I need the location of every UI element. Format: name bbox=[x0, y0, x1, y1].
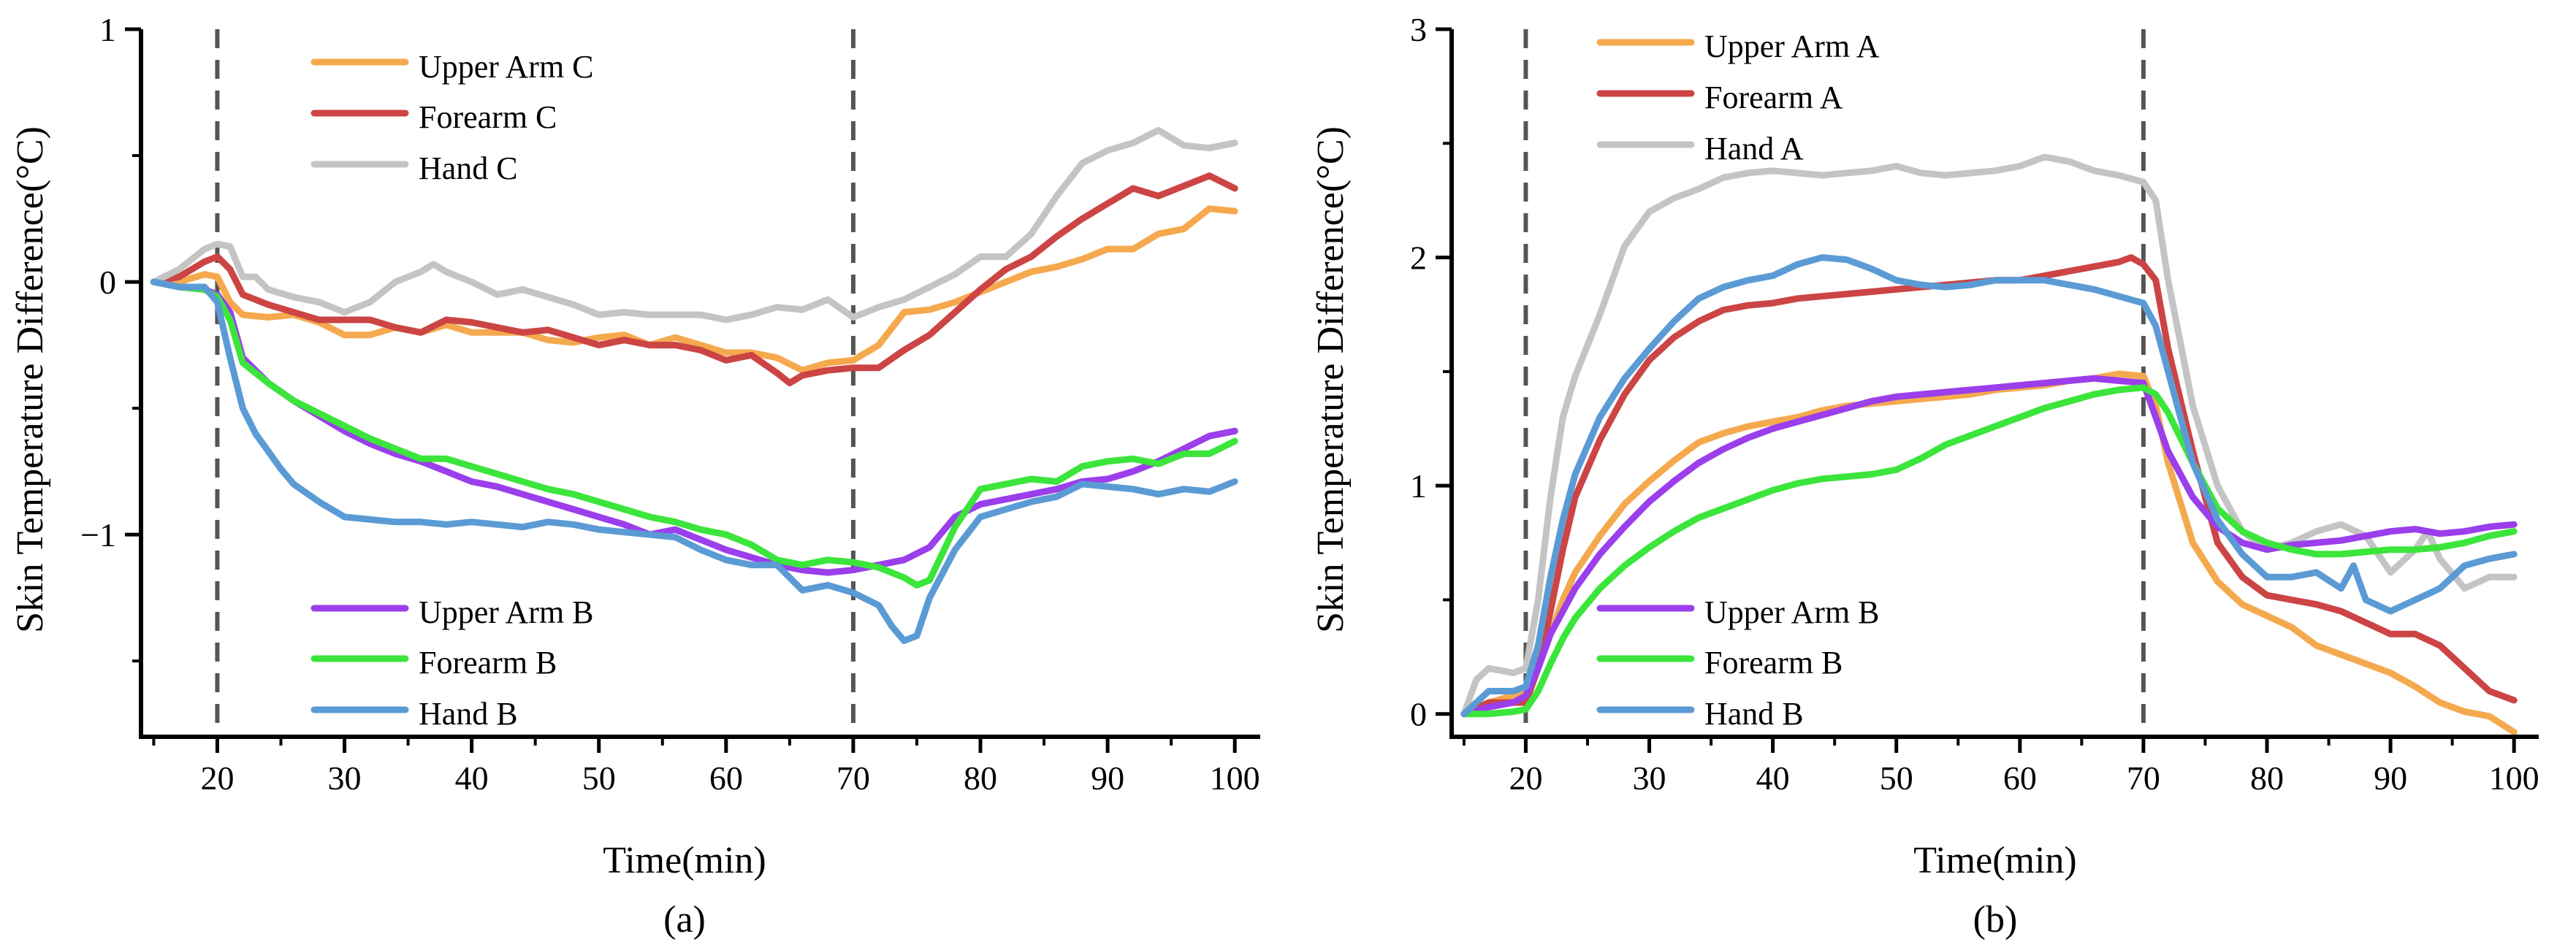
series-line-hand-b bbox=[1460, 254, 2518, 718]
legend-label-forearm-c: Forearm C bbox=[419, 99, 557, 135]
legend-label-hand-a: Hand A bbox=[1704, 131, 1804, 166]
x-tick-label: 30 bbox=[328, 759, 362, 797]
x-axis-title: Time(min) bbox=[603, 840, 766, 881]
x-tick-label: 30 bbox=[1633, 759, 1666, 797]
panel-label: (a) bbox=[663, 899, 706, 941]
series-line-upper-arm-b bbox=[1460, 375, 2518, 718]
x-tick-label: 80 bbox=[964, 759, 997, 797]
x-tick-label: 20 bbox=[1509, 759, 1542, 797]
x-tick-label: 100 bbox=[1210, 759, 1260, 797]
y-tick-label: 2 bbox=[1410, 240, 1427, 277]
legend-label-upper-arm-b: Upper Arm B bbox=[419, 594, 594, 630]
series-line-hand-b bbox=[150, 278, 1238, 644]
x-tick-label: 50 bbox=[1880, 759, 1913, 797]
x-tick-label: 40 bbox=[455, 759, 489, 797]
series-line-hand-c bbox=[150, 126, 1238, 323]
x-tick-label: 50 bbox=[582, 759, 616, 797]
x-tick-label: 70 bbox=[837, 759, 870, 797]
x-tick-label: 60 bbox=[2003, 759, 2037, 797]
y-tick-label: 0 bbox=[99, 264, 116, 301]
chart-panel-b: Skin Temperature Difference(°C) Time(min… bbox=[1310, 11, 2539, 941]
chart-panel-a: Skin Temperature Difference(°C) Time(min… bbox=[9, 11, 1260, 941]
series-line-forearm-c bbox=[150, 172, 1238, 386]
y-axis-title: Skin Temperature Difference(°C) bbox=[1310, 126, 1352, 633]
x-tick-label: 80 bbox=[2250, 759, 2284, 797]
series-line-forearm-b bbox=[1460, 384, 2518, 718]
x-tick-label: 20 bbox=[200, 759, 234, 797]
series-line-hand-a bbox=[1460, 153, 2518, 718]
x-axis-title: Time(min) bbox=[1913, 840, 2076, 881]
series-line-forearm-a bbox=[1460, 254, 2518, 718]
y-tick-label: −1 bbox=[80, 516, 116, 553]
y-axis-title: Skin Temperature Difference(°C) bbox=[9, 126, 51, 633]
series-line-forearm-b bbox=[150, 278, 1238, 589]
legend-label-forearm-a: Forearm A bbox=[1704, 80, 1843, 115]
x-tick-label: 90 bbox=[2374, 759, 2407, 797]
legend-label-hand-b: Hand B bbox=[419, 696, 518, 732]
legend-label-forearm-b: Forearm B bbox=[419, 645, 557, 681]
legend-label-upper-arm-b: Upper Arm B bbox=[1704, 594, 1880, 630]
panel-label: (b) bbox=[1973, 899, 2018, 941]
x-tick-label: 100 bbox=[2489, 759, 2539, 797]
y-tick-label: 0 bbox=[1410, 696, 1427, 733]
x-tick-label: 90 bbox=[1091, 759, 1124, 797]
x-tick-label: 70 bbox=[2127, 759, 2160, 797]
legend-label-hand-c: Hand C bbox=[419, 150, 518, 186]
legend-label-forearm-b: Forearm B bbox=[1704, 645, 1843, 681]
x-tick-label: 40 bbox=[1756, 759, 1790, 797]
y-tick-label: 1 bbox=[99, 11, 116, 48]
x-tick-label: 60 bbox=[709, 759, 743, 797]
y-tick-label: 1 bbox=[1410, 467, 1427, 505]
legend-label-upper-arm-a: Upper Arm A bbox=[1704, 28, 1880, 64]
legend-label-upper-arm-c: Upper Arm C bbox=[419, 49, 594, 85]
y-tick-label: 3 bbox=[1410, 11, 1427, 48]
legend-label-hand-b: Hand B bbox=[1704, 696, 1804, 732]
series-line-upper-arm-a bbox=[1460, 370, 2518, 736]
